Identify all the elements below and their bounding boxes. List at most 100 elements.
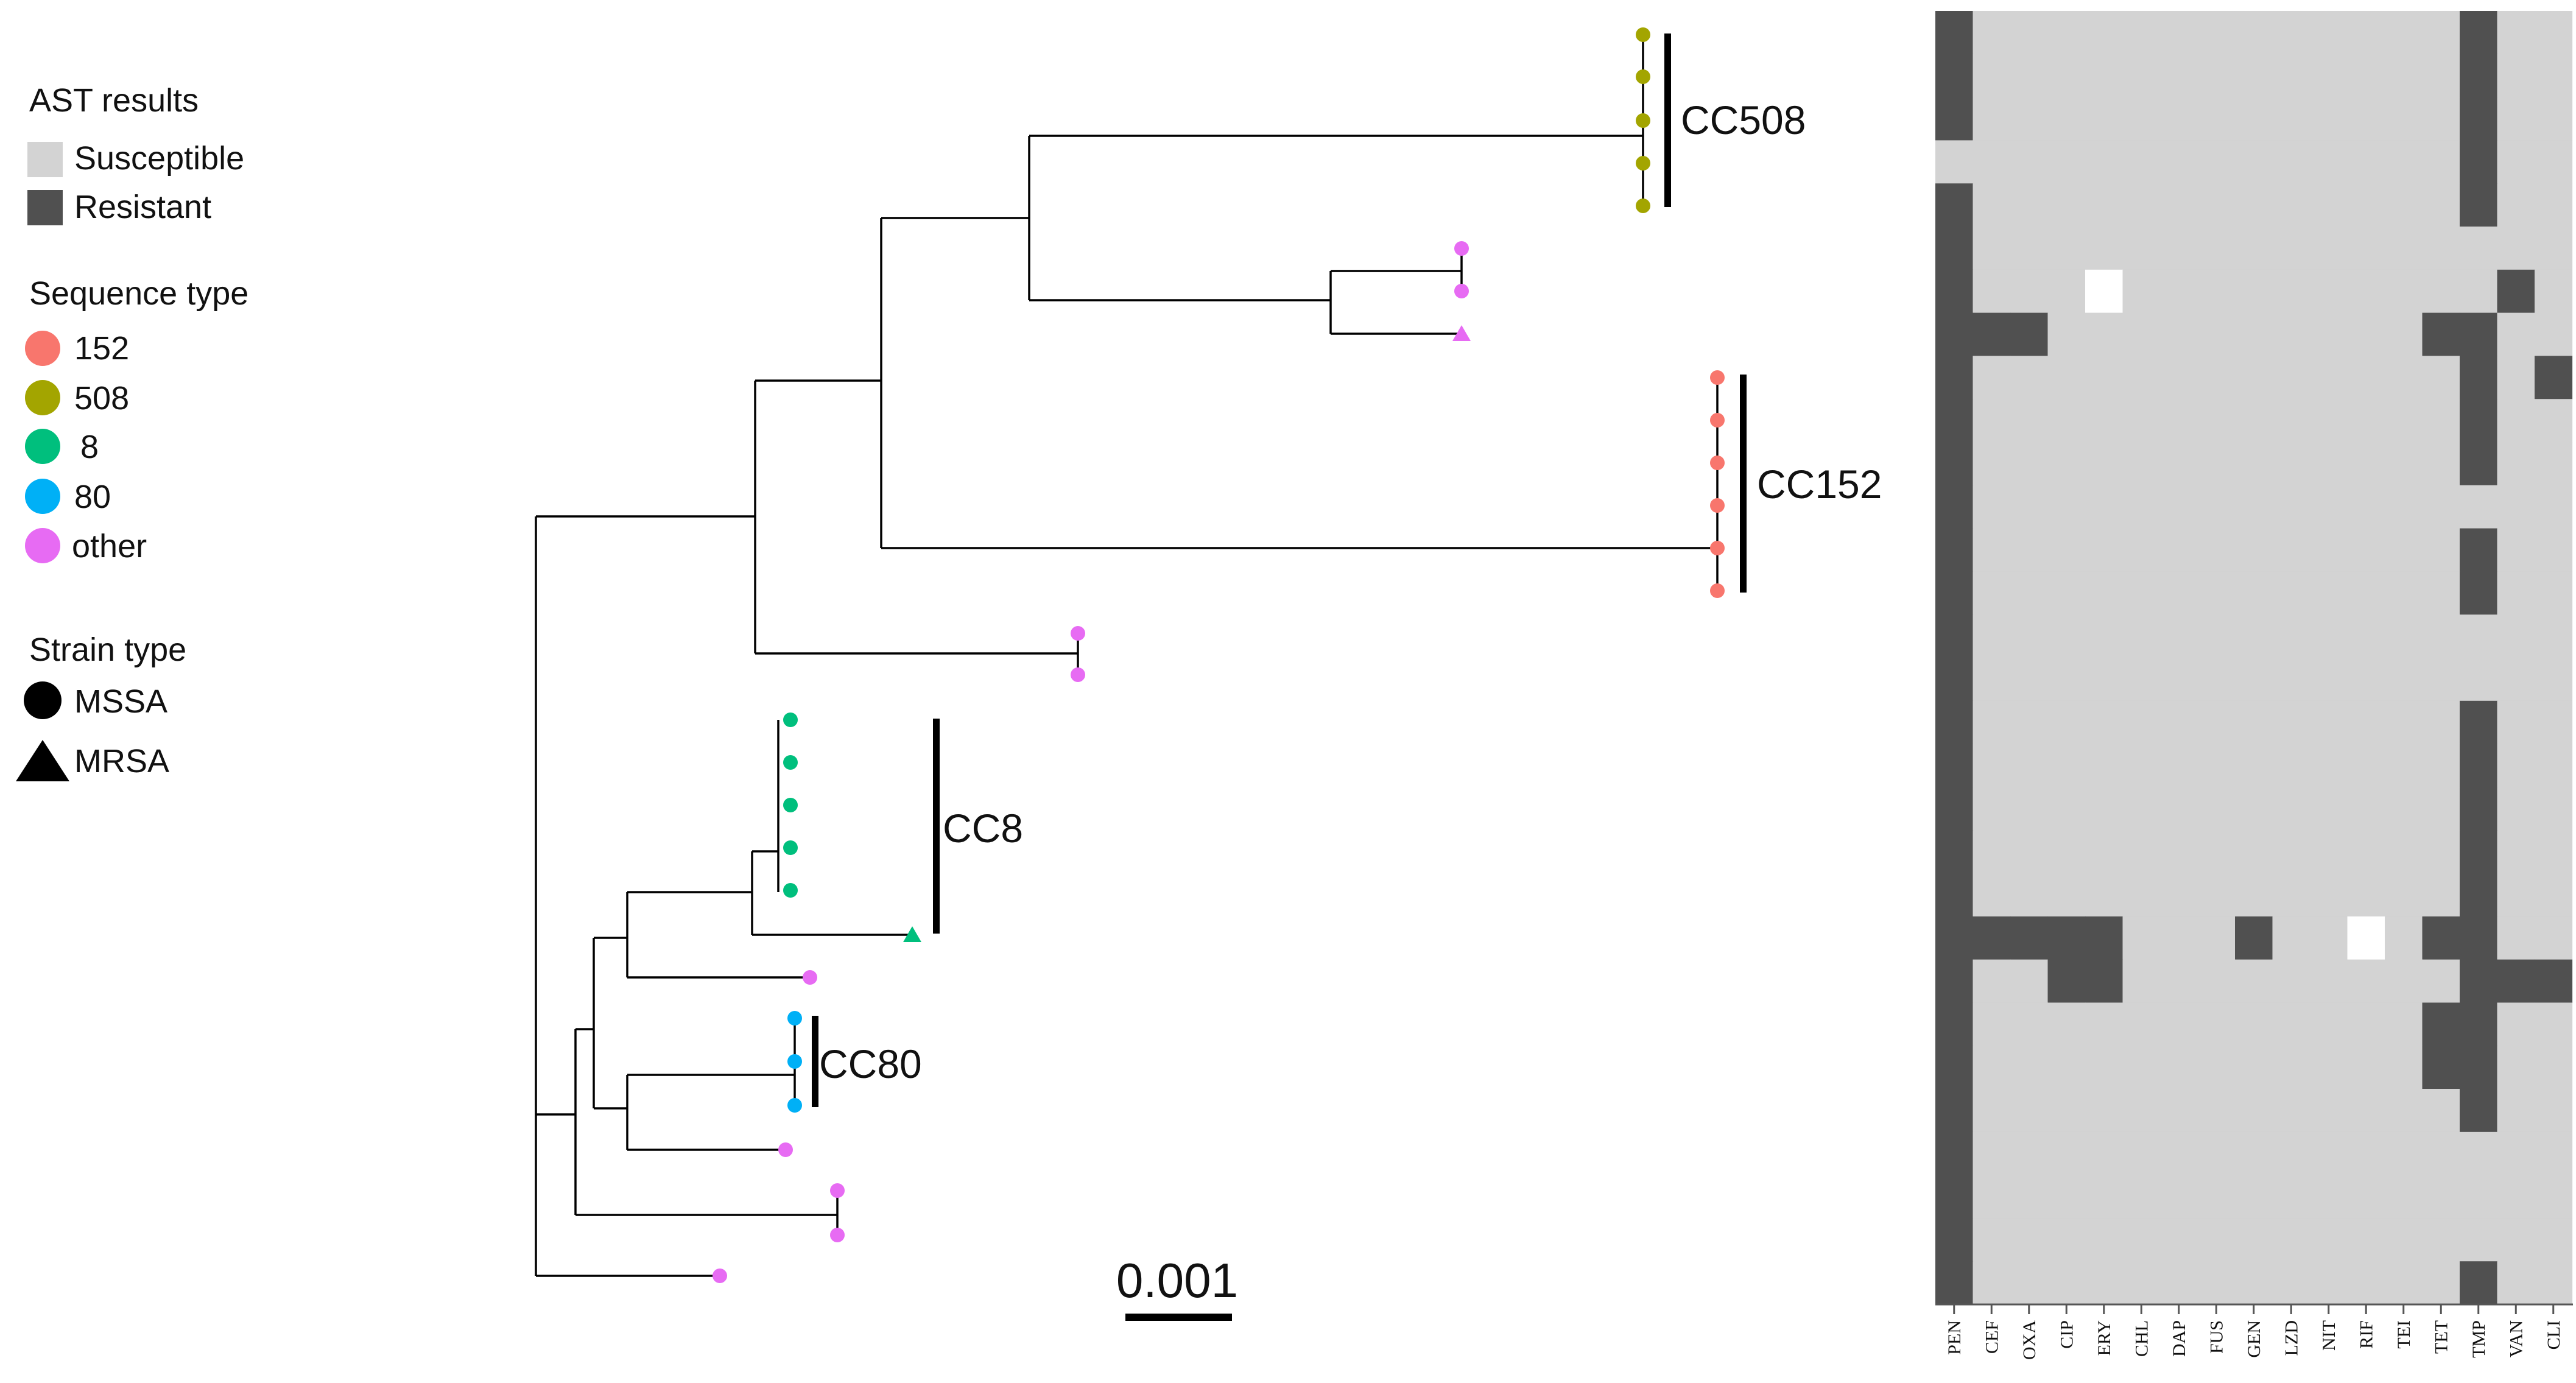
- heatmap-cell-oxa-susceptible: [2010, 1175, 2049, 1219]
- heatmap-cell-chl-susceptible: [2122, 1002, 2161, 1046]
- heatmap-cell-lzd-susceptible: [2272, 744, 2310, 787]
- heatmap-cell-tet-susceptible: [2422, 700, 2460, 745]
- legend-ast-title: AST results: [29, 82, 199, 119]
- heatmap-column-labels: PEN CEF OXA CIP ERY CHL DAP FUS GEN LZD NIT RIF TEI T…: [1944, 1304, 2564, 1360]
- heatmap-cell-ery-susceptible: [2085, 700, 2124, 745]
- heatmap-cell-tmp-resistant: [2460, 1089, 2498, 1133]
- heatmap-cell-van-susceptible: [2497, 830, 2535, 874]
- heatmap-cell-tei-susceptible: [2385, 744, 2423, 787]
- heatmap-cell-pen-resistant: [1935, 1002, 1974, 1046]
- heatmap-cell-nit-susceptible: [2310, 873, 2348, 917]
- heatmap-cell-nit-susceptible: [2310, 1002, 2348, 1046]
- heatmap-cell-rif-susceptible: [2347, 700, 2385, 745]
- heatmap-cell-van-susceptible: [2497, 658, 2535, 702]
- heatmap-cell-van-susceptible: [2497, 700, 2535, 745]
- heatmap-column-label-pen: PEN: [1944, 1320, 1965, 1355]
- clade-bar-cc152: [1740, 375, 1747, 593]
- heatmap-cell-cef-susceptible: [1972, 1175, 2011, 1219]
- heatmap-cell-ery-susceptible: [2085, 1046, 2124, 1089]
- heatmap-cell-cip-resistant: [2047, 916, 2086, 960]
- heatmap-cell-tmp-resistant: [2460, 312, 2498, 356]
- legend-ast: AST results Susceptible Resistant: [27, 82, 244, 225]
- heatmap-cell-gen-susceptible: [2235, 54, 2273, 98]
- heatmap-cell-dap-susceptible: [2160, 269, 2198, 314]
- heatmap-cell-pen-resistant: [1935, 916, 1974, 960]
- heatmap-cell-tmp-resistant: [2460, 183, 2498, 227]
- heatmap-cell-dap-susceptible: [2160, 140, 2198, 184]
- heatmap-cell-lzd-susceptible: [2272, 140, 2310, 184]
- heatmap-cell-gen-resistant: [2235, 916, 2273, 960]
- heatmap-cell-dap-susceptible: [2160, 916, 2198, 960]
- heatmap-cell-dap-susceptible: [2160, 787, 2198, 831]
- heatmap-column-label-dap: DAP: [2169, 1320, 2189, 1357]
- heatmap-cell-cef-susceptible: [1972, 399, 2011, 443]
- heatmap-cell-chl-susceptible: [2122, 312, 2161, 356]
- heatmap-cell-gen-susceptible: [2235, 97, 2273, 141]
- heatmap-cell-cli-resistant: [2535, 356, 2573, 399]
- heatmap-cell-cef-susceptible: [1972, 11, 2011, 55]
- heatmap-cell-ery-susceptible: [2085, 528, 2124, 572]
- heatmap-cell-van-susceptible: [2497, 183, 2535, 227]
- heatmap-cell-ery-susceptible: [2085, 54, 2124, 98]
- heatmap-cell-lzd-susceptible: [2272, 1131, 2310, 1176]
- heatmap-cells: [1935, 11, 2573, 1305]
- heatmap-cell-cli-susceptible: [2535, 269, 2573, 314]
- heatmap-cell-rif-susceptible: [2347, 1131, 2385, 1176]
- heatmap-cell-van-susceptible: [2497, 227, 2535, 270]
- heatmap-cell-chl-susceptible: [2122, 959, 2161, 1003]
- heatmap-cell-ery-susceptible: [2085, 830, 2124, 874]
- tip-dot-st-other: [778, 1142, 793, 1157]
- heatmap-cell-lzd-susceptible: [2272, 1089, 2310, 1133]
- legend-strain-title: Strain type: [29, 632, 186, 668]
- heatmap-cell-cli-susceptible: [2535, 873, 2573, 917]
- heatmap-cell-tet-susceptible: [2422, 54, 2460, 98]
- tip-triangle-st-other: [1452, 325, 1471, 341]
- legend-sequence-type: Sequence type 152 508 8 80 other: [25, 275, 248, 565]
- heatmap-cell-fus-susceptible: [2197, 183, 2236, 227]
- heatmap-cell-chl-susceptible: [2122, 614, 2161, 658]
- heatmap-cell-nit-susceptible: [2310, 312, 2348, 356]
- heatmap-cell-nit-susceptible: [2310, 916, 2348, 960]
- tip-triangle-st-8: [903, 926, 921, 942]
- heatmap-cell-chl-susceptible: [2122, 873, 2161, 917]
- heatmap-cell-cli-susceptible: [2535, 1218, 2573, 1262]
- heatmap-cell-gen-susceptible: [2235, 1175, 2273, 1219]
- legend-st-508-label: 508: [74, 380, 129, 417]
- heatmap-cell-cef-susceptible: [1972, 269, 2011, 314]
- heatmap-cell-cef-susceptible: [1972, 1218, 2011, 1262]
- heatmap-cell-fus-susceptible: [2197, 916, 2236, 960]
- heatmap-cell-tmp-resistant: [2460, 571, 2498, 615]
- heatmap-cell-rif-susceptible: [2347, 658, 2385, 702]
- heatmap-cell-cip-susceptible: [2047, 399, 2086, 443]
- heatmap-cell-ery-resistant: [2085, 959, 2124, 1003]
- heatmap-cell-tmp-resistant: [2460, 11, 2498, 55]
- heatmap-cell-tet-susceptible: [2422, 1261, 2460, 1305]
- heatmap-cell-cli-susceptible: [2535, 1089, 2573, 1133]
- legend-strain-type: Strain type MSSA MRSA: [16, 632, 186, 781]
- heatmap-cell-cip-susceptible: [2047, 11, 2086, 55]
- heatmap-column-label-cef: CEF: [1982, 1320, 2002, 1354]
- heatmap-cell-fus-susceptible: [2197, 442, 2236, 486]
- heatmap-cell-tei-susceptible: [2385, 658, 2423, 702]
- heatmap-cell-dap-susceptible: [2160, 1261, 2198, 1305]
- heatmap-cell-pen-resistant: [1935, 1218, 1974, 1262]
- heatmap-cell-cip-susceptible: [2047, 571, 2086, 615]
- heatmap-cell-van-susceptible: [2497, 1218, 2535, 1262]
- heatmap-cell-tet-susceptible: [2422, 399, 2460, 443]
- legend-st-other-label: other: [72, 528, 147, 565]
- heatmap-cell-tet-susceptible: [2422, 485, 2460, 529]
- heatmap-cell-cli-susceptible: [2535, 1175, 2573, 1219]
- heatmap-cell-oxa-susceptible: [2010, 614, 2049, 658]
- heatmap-cell-ery-susceptible: [2085, 312, 2124, 356]
- heatmap-cell-tmp-susceptible: [2460, 1175, 2498, 1219]
- heatmap-cell-nit-susceptible: [2310, 442, 2348, 486]
- heatmap-cell-tmp-resistant: [2460, 916, 2498, 960]
- heatmap-cell-tet-susceptible: [2422, 1218, 2460, 1262]
- heatmap-cell-ery-susceptible: [2085, 485, 2124, 529]
- heatmap-cell-chl-susceptible: [2122, 1089, 2161, 1133]
- heatmap-cell-fus-susceptible: [2197, 227, 2236, 270]
- heatmap-cell-cef-susceptible: [1972, 873, 2011, 917]
- heatmap-cell-tmp-resistant: [2460, 528, 2498, 572]
- legend-mssa-label: MSSA: [74, 683, 167, 720]
- heatmap-cell-van-susceptible: [2497, 312, 2535, 356]
